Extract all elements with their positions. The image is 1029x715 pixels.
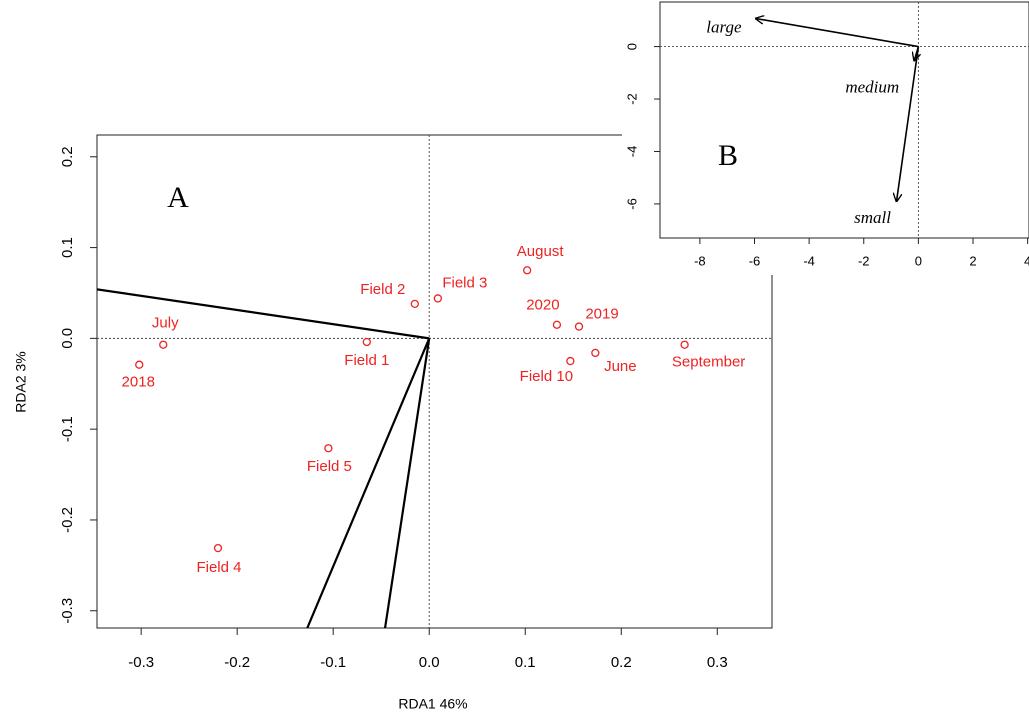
y-axis-label: RDA2 3% xyxy=(13,351,29,412)
point-label: August xyxy=(517,243,565,260)
point-label: 2019 xyxy=(585,306,618,323)
x-tick-label: 0.3 xyxy=(707,654,728,671)
arrow xyxy=(897,46,920,202)
point xyxy=(680,340,689,349)
x-tick-label: -6 xyxy=(749,253,761,268)
point xyxy=(410,299,419,309)
panel-label: A xyxy=(167,181,189,214)
x-tick-label: -2 xyxy=(858,253,870,268)
x-tick-label: 0.1 xyxy=(515,654,536,671)
arrow-label: small xyxy=(854,208,891,227)
point xyxy=(213,543,223,553)
vectors xyxy=(97,288,431,628)
x-tick-label: -0.2 xyxy=(224,654,250,671)
x-axis-label: RDA1 46% xyxy=(398,696,467,712)
point xyxy=(566,356,575,366)
point xyxy=(433,294,443,303)
point-label: 2020 xyxy=(526,297,559,314)
point-label: Field 10 xyxy=(520,368,573,385)
y-tick-label: -6 xyxy=(624,198,639,210)
x-tick-label: -0.1 xyxy=(320,654,346,671)
vector xyxy=(97,288,430,340)
point-label: Field 4 xyxy=(196,559,241,576)
y-tick-label: 0.1 xyxy=(59,237,76,258)
y-tick-label: -0.2 xyxy=(59,507,76,533)
y-tick-label: -2 xyxy=(624,93,639,105)
point xyxy=(135,360,144,369)
inset-background xyxy=(622,0,1029,275)
x-tick-label: 2 xyxy=(969,253,976,268)
plot-frame xyxy=(96,134,773,629)
x-tick-label: -0.3 xyxy=(128,654,154,671)
y-tick-label: -4 xyxy=(624,146,639,158)
point-label: Field 5 xyxy=(307,458,352,475)
x-tick-label: 0.2 xyxy=(611,654,632,671)
point-label: September xyxy=(672,354,745,371)
point-label: Field 3 xyxy=(442,274,487,291)
point xyxy=(523,266,532,275)
point-label: June xyxy=(604,358,637,375)
y-tick-label: 0.2 xyxy=(59,146,76,167)
point xyxy=(324,444,333,453)
arrow-label: large xyxy=(706,17,742,36)
point xyxy=(159,340,168,349)
point-label: Field 1 xyxy=(344,352,389,369)
y-tick-label: 0.0 xyxy=(59,328,76,349)
arrow xyxy=(756,19,919,48)
point-label: 2018 xyxy=(122,374,155,391)
x-tick-label: 0 xyxy=(915,253,922,268)
panel-label: B xyxy=(718,139,738,172)
x-tick-label: 4 xyxy=(1024,253,1029,268)
point-label: Field 2 xyxy=(360,281,405,298)
arrow-label: medium xyxy=(845,77,899,96)
point xyxy=(362,337,371,347)
point xyxy=(574,322,584,331)
x-tick-label: 0.0 xyxy=(419,654,440,671)
vector xyxy=(306,337,431,628)
y-tick-label: -0.3 xyxy=(59,598,76,624)
x-tick-label: -4 xyxy=(803,253,815,268)
x-tick-label: -8 xyxy=(694,253,706,268)
plot-frame xyxy=(659,1,1029,239)
y-tick-label: 0 xyxy=(624,43,639,50)
y-tick-label: -0.1 xyxy=(59,416,76,442)
vector xyxy=(383,338,431,628)
point xyxy=(591,348,600,358)
point-label: July xyxy=(152,315,179,332)
point xyxy=(552,320,562,329)
